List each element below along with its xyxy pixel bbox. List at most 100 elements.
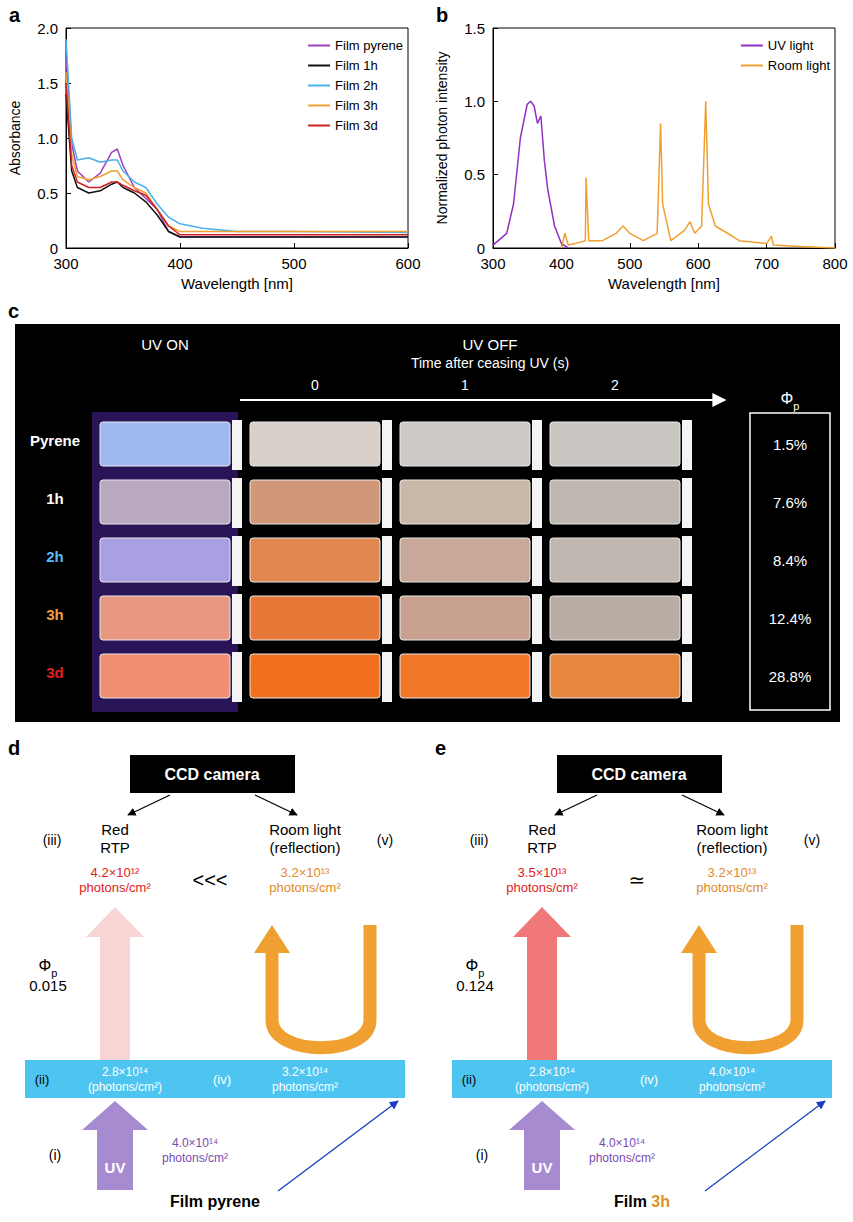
svg-text:Time after ceasing UV (s): Time after ceasing UV (s) — [411, 355, 569, 371]
svg-text:photons/cm²: photons/cm² — [696, 880, 768, 895]
svg-text:Film 3h: Film 3h — [614, 1193, 670, 1210]
svg-text:0: 0 — [477, 240, 485, 257]
svg-text:photons/cm²: photons/cm² — [272, 1080, 338, 1094]
svg-text:(v): (v) — [804, 832, 820, 848]
svg-text:(reflection): (reflection) — [270, 839, 341, 856]
svg-text:RTP: RTP — [527, 839, 557, 856]
svg-text:7.6%: 7.6% — [773, 494, 807, 511]
svg-text:0.5: 0.5 — [464, 166, 485, 183]
svg-text:Film 3d: Film 3d — [335, 118, 378, 133]
svg-text:(iv): (iv) — [213, 1072, 231, 1087]
svg-text:(i): (i) — [49, 1147, 61, 1163]
svg-text:12.4%: 12.4% — [769, 610, 812, 627]
svg-text:UV ON: UV ON — [141, 336, 189, 353]
svg-text:UV: UV — [105, 1159, 126, 1176]
svg-text:Wavelength [nm]: Wavelength [nm] — [181, 275, 293, 292]
svg-text:4.0×10¹⁴: 4.0×10¹⁴ — [599, 1136, 645, 1150]
svg-text:≃: ≃ — [629, 869, 646, 891]
svg-text:300: 300 — [480, 255, 505, 272]
svg-text:(i): (i) — [476, 1147, 488, 1163]
svg-text:Φp: Φp — [466, 957, 485, 979]
svg-text:600: 600 — [395, 255, 420, 272]
svg-text:400: 400 — [549, 255, 574, 272]
svg-text:0.015: 0.015 — [29, 977, 67, 994]
svg-text:3h: 3h — [46, 606, 64, 623]
svg-text:photons/cm²: photons/cm² — [589, 1151, 655, 1165]
svg-text:2.0: 2.0 — [37, 20, 58, 37]
svg-text:RTP: RTP — [100, 839, 130, 856]
svg-text:1h: 1h — [46, 490, 64, 507]
svg-text:8.4%: 8.4% — [773, 552, 807, 569]
svg-text:UV: UV — [532, 1159, 553, 1176]
svg-text:1.5%: 1.5% — [773, 436, 807, 453]
svg-text:(photons/cm²): (photons/cm²) — [88, 1080, 162, 1094]
svg-text:0.124: 0.124 — [456, 977, 494, 994]
svg-text:700: 700 — [754, 255, 779, 272]
svg-text:Room light: Room light — [269, 821, 342, 838]
svg-text:Red: Red — [528, 821, 556, 838]
svg-text:3.5×10¹³: 3.5×10¹³ — [518, 865, 567, 880]
svg-text:e: e — [435, 737, 446, 759]
svg-text:Film 2h: Film 2h — [335, 78, 378, 93]
svg-text:Pyrene: Pyrene — [30, 432, 80, 449]
svg-text:Film pyrene: Film pyrene — [170, 1193, 260, 1210]
svg-text:0: 0 — [311, 377, 319, 393]
svg-text:CCD camera: CCD camera — [164, 766, 259, 783]
svg-text:28.8%: 28.8% — [769, 668, 812, 685]
svg-text:Normalized photon intensity: Normalized photon intensity — [434, 52, 450, 225]
svg-text:2: 2 — [611, 377, 619, 393]
svg-text:UV light: UV light — [768, 38, 814, 53]
svg-text:2.8×10¹⁴: 2.8×10¹⁴ — [102, 1065, 148, 1079]
svg-text:0.5: 0.5 — [37, 185, 58, 202]
svg-text:3d: 3d — [46, 664, 64, 681]
svg-text:d: d — [8, 737, 20, 759]
svg-text:600: 600 — [686, 255, 711, 272]
svg-text:1.5: 1.5 — [464, 20, 485, 37]
svg-text:(ii): (ii) — [35, 1072, 49, 1087]
svg-text:UV OFF: UV OFF — [463, 336, 518, 353]
svg-text:1.5: 1.5 — [37, 75, 58, 92]
svg-text:3.2×10¹⁴: 3.2×10¹⁴ — [282, 1065, 328, 1079]
svg-text:photons/cm²: photons/cm² — [269, 880, 341, 895]
svg-text:1.0: 1.0 — [37, 130, 58, 147]
svg-text:photons/cm²: photons/cm² — [79, 880, 151, 895]
svg-text:(photons/cm²): (photons/cm²) — [515, 1080, 589, 1094]
svg-text:Φp: Φp — [39, 957, 58, 979]
svg-text:a: a — [9, 4, 21, 26]
svg-text:Film pyrene: Film pyrene — [335, 38, 403, 53]
svg-text:Room light: Room light — [696, 821, 769, 838]
svg-text:800: 800 — [822, 255, 847, 272]
svg-text:3.2×10¹³: 3.2×10¹³ — [281, 865, 330, 880]
svg-text:photons/cm²: photons/cm² — [506, 880, 578, 895]
svg-text:0: 0 — [50, 240, 58, 257]
svg-text:3.2×10¹³: 3.2×10¹³ — [708, 865, 757, 880]
svg-text:Φp: Φp — [781, 390, 800, 412]
svg-text:4.2×10¹²: 4.2×10¹² — [91, 865, 140, 880]
svg-text:Film 3h: Film 3h — [335, 98, 378, 113]
svg-text:4.0×10¹⁴: 4.0×10¹⁴ — [172, 1136, 218, 1150]
svg-text:(reflection): (reflection) — [697, 839, 768, 856]
svg-text:CCD camera: CCD camera — [591, 766, 686, 783]
svg-text:1.0: 1.0 — [464, 93, 485, 110]
svg-text:b: b — [436, 4, 448, 26]
svg-text:400: 400 — [167, 255, 192, 272]
svg-text:Red: Red — [101, 821, 129, 838]
svg-text:(iii): (iii) — [470, 832, 489, 848]
svg-text:(v): (v) — [377, 832, 393, 848]
svg-text:300: 300 — [53, 255, 78, 272]
svg-text:Absorbance: Absorbance — [7, 100, 23, 175]
svg-text:c: c — [8, 300, 19, 322]
svg-text:Room light: Room light — [768, 58, 831, 73]
svg-text:photons/cm²: photons/cm² — [162, 1151, 228, 1165]
svg-text:1: 1 — [461, 377, 469, 393]
svg-text:4.0×10¹⁴: 4.0×10¹⁴ — [709, 1065, 755, 1079]
svg-text:Wavelength [nm]: Wavelength [nm] — [608, 275, 720, 292]
svg-text:(ii): (ii) — [462, 1072, 476, 1087]
svg-text:(iii): (iii) — [43, 832, 62, 848]
svg-text:photons/cm²: photons/cm² — [699, 1080, 765, 1094]
svg-text:500: 500 — [281, 255, 306, 272]
svg-text:2h: 2h — [46, 548, 64, 565]
svg-text:(iv): (iv) — [640, 1072, 658, 1087]
svg-text:<<<: <<< — [192, 869, 227, 891]
svg-text:500: 500 — [617, 255, 642, 272]
